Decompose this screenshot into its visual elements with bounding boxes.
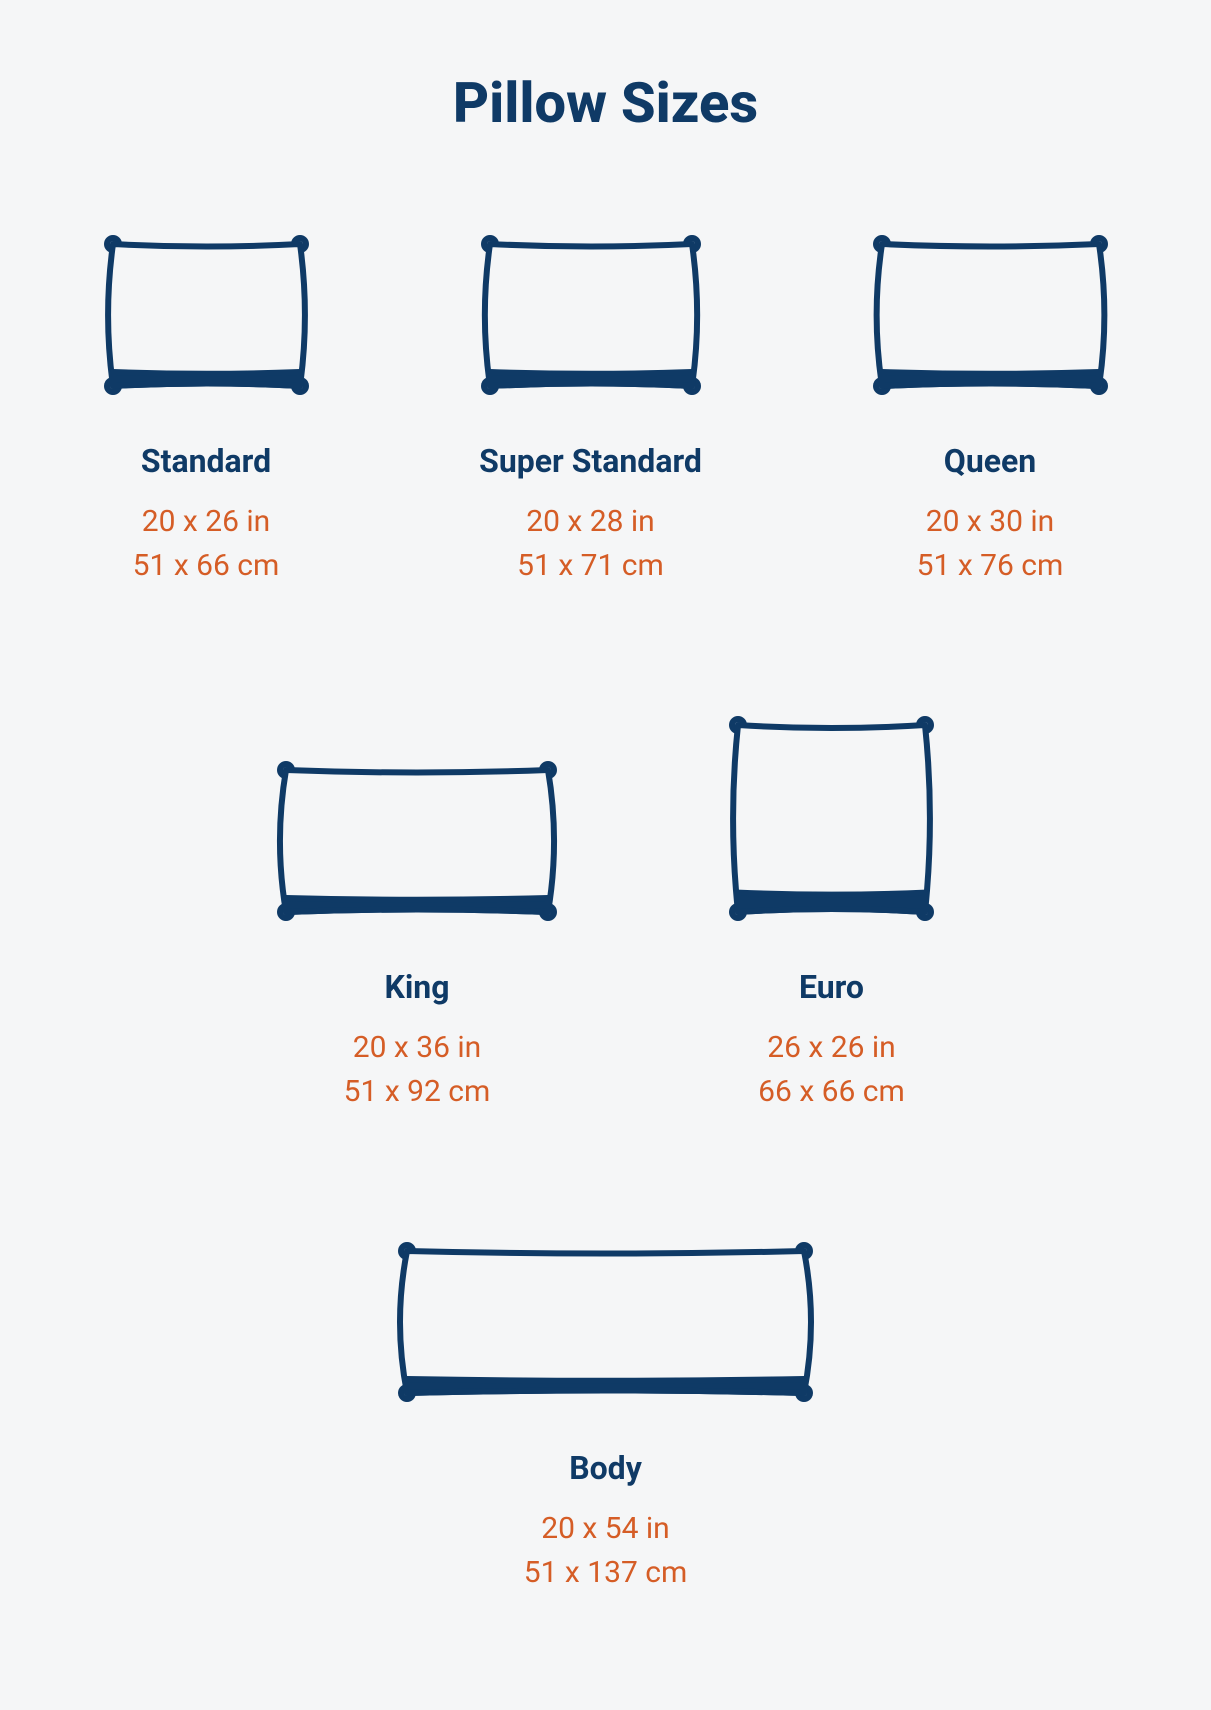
pillow-item-super-standard: Super Standard 20 x 28 in51 x 71 cm <box>470 216 712 587</box>
pillow-icon <box>93 224 320 406</box>
pillow-illustration <box>266 697 568 932</box>
pillow-item-king: King 20 x 36 in51 x 92 cm <box>266 697 568 1113</box>
pillow-icon <box>266 750 568 932</box>
pillow-name: Super Standard <box>479 442 702 480</box>
pillow-item-queen: Queen 20 x 30 in51 x 76 cm <box>862 216 1119 587</box>
pillow-dim-in: 20 x 26 in <box>142 500 271 544</box>
pillow-dim-in: 20 x 30 in <box>926 500 1055 544</box>
pillow-dim-in: 26 x 26 in <box>767 1026 896 1070</box>
pillow-dim-cm: 51 x 66 cm <box>133 544 280 588</box>
pillow-dim-in: 20 x 28 in <box>526 500 655 544</box>
pillow-rows: Standard 20 x 26 in51 x 66 cm Super Stand… <box>0 216 1211 1594</box>
pillow-icon <box>718 705 945 932</box>
pillow-icon <box>862 224 1119 406</box>
pillow-dim-in: 20 x 54 in <box>541 1507 670 1551</box>
pillow-dim-cm: 51 x 76 cm <box>917 544 1064 588</box>
pillow-illustration <box>387 1223 824 1413</box>
pillow-dim-cm: 66 x 66 cm <box>758 1070 905 1114</box>
pillow-sizes-infographic: Pillow Sizes Standard 20 x 26 in51 x 66 c… <box>0 0 1211 1710</box>
pillow-dim-cm: 51 x 71 cm <box>517 544 664 588</box>
pillow-row: Standard 20 x 26 in51 x 66 cm Super Stand… <box>93 216 1119 587</box>
pillow-row: Body 20 x 54 in51 x 137 cm <box>387 1223 824 1594</box>
pillow-illustration <box>93 216 320 406</box>
pillow-item-euro: Euro 26 x 26 in66 x 66 cm <box>718 697 945 1113</box>
pillow-dim-cm: 51 x 137 cm <box>524 1551 688 1595</box>
pillow-name: Queen <box>944 442 1036 480</box>
pillow-illustration <box>862 216 1119 406</box>
pillow-name: Euro <box>799 968 864 1006</box>
pillow-icon <box>387 1231 824 1413</box>
pillow-dim-in: 20 x 36 in <box>353 1026 482 1070</box>
pillow-icon <box>470 224 712 406</box>
pillow-name: Body <box>569 1449 642 1487</box>
pillow-item-body: Body 20 x 54 in51 x 137 cm <box>387 1223 824 1594</box>
pillow-dim-cm: 51 x 92 cm <box>344 1070 491 1114</box>
pillow-item-standard: Standard 20 x 26 in51 x 66 cm <box>93 216 320 587</box>
page-title: Pillow Sizes <box>0 70 1211 136</box>
pillow-name: Standard <box>141 442 271 480</box>
pillow-illustration <box>718 697 945 932</box>
pillow-row: King 20 x 36 in51 x 92 cm Euro 26 x 26 in6… <box>266 697 945 1113</box>
pillow-name: King <box>384 968 449 1006</box>
pillow-illustration <box>470 216 712 406</box>
